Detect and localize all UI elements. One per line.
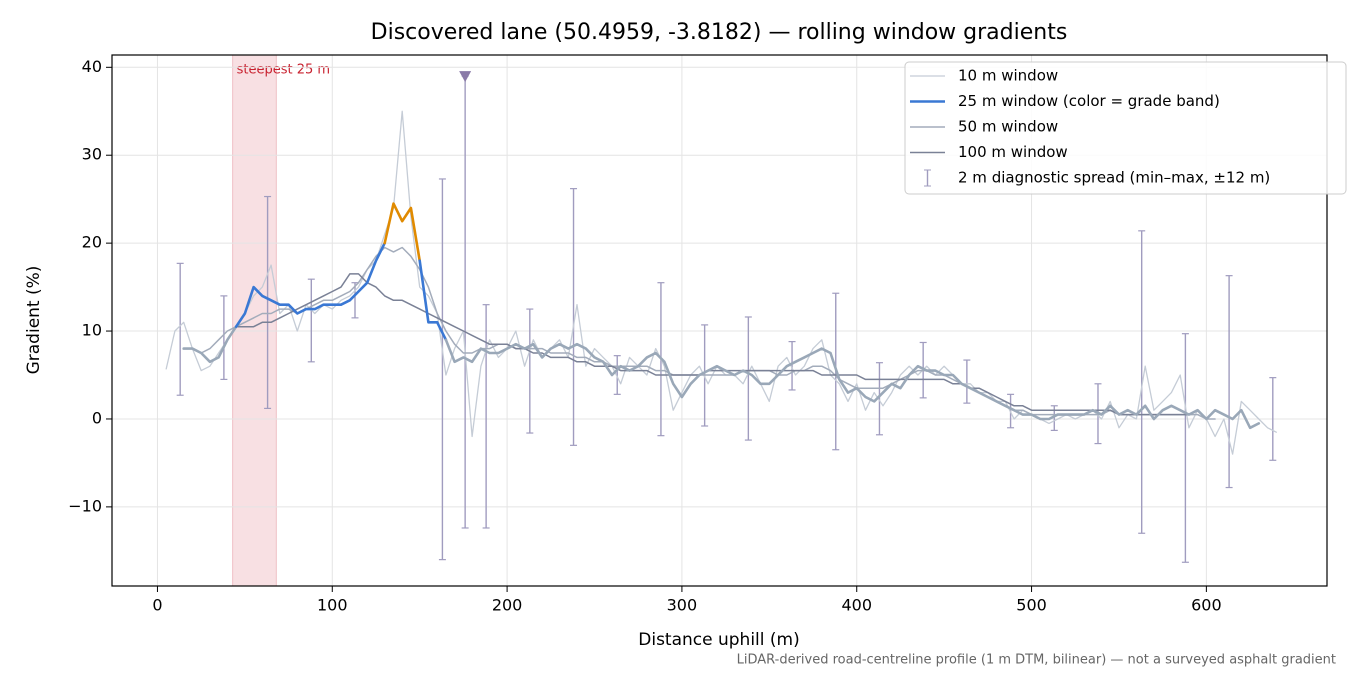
series-line bbox=[235, 273, 1190, 416]
series-line bbox=[191, 246, 1216, 420]
series-line bbox=[383, 202, 421, 262]
x-tick-label: 200 bbox=[492, 596, 523, 615]
legend-label: 10 m window bbox=[958, 67, 1058, 85]
highlight-label: steepest 25 m bbox=[237, 63, 330, 78]
y-tick-label: 0 bbox=[92, 408, 102, 427]
footnote: LiDAR-derived road-centreline profile (1… bbox=[737, 653, 1336, 668]
series-line bbox=[444, 338, 1261, 430]
y-tick-label: 30 bbox=[82, 145, 102, 164]
series-line bbox=[418, 259, 448, 342]
marker bbox=[459, 71, 472, 83]
legend: 10 m window 25 m window (color = grade ba… bbox=[904, 61, 1347, 195]
x-axis-label: Distance uphill (m) bbox=[638, 630, 799, 650]
y-axis-label: Gradient (%) bbox=[24, 266, 44, 375]
series-line bbox=[234, 241, 386, 328]
series-line bbox=[182, 325, 238, 364]
y-tick-label: 40 bbox=[82, 57, 102, 76]
plot-frame bbox=[111, 54, 1328, 587]
chart-title: Discovered lane (50.4959, -3.8182) — rol… bbox=[371, 20, 1068, 45]
x-tick-label: 400 bbox=[841, 596, 872, 615]
x-tick-label: 500 bbox=[1016, 596, 1047, 615]
legend-label: 50 m window bbox=[958, 118, 1058, 136]
y-tick-label: 10 bbox=[82, 321, 102, 340]
legend-box bbox=[904, 61, 1347, 195]
legend-label: 100 m window bbox=[958, 143, 1068, 161]
x-tick-label: 0 bbox=[152, 596, 162, 615]
x-tick-label: 100 bbox=[317, 596, 348, 615]
x-tick-label: 600 bbox=[1191, 596, 1222, 615]
y-tick-label: −10 bbox=[68, 496, 102, 515]
plot-area bbox=[165, 75, 1277, 563]
legend-label: 2 m diagnostic spread (min–max, ±12 m) bbox=[958, 169, 1270, 187]
legend-label: 25 m window (color = grade band) bbox=[958, 92, 1220, 110]
x-tick-label: 300 bbox=[667, 596, 698, 615]
y-tick-label: 20 bbox=[82, 233, 102, 252]
